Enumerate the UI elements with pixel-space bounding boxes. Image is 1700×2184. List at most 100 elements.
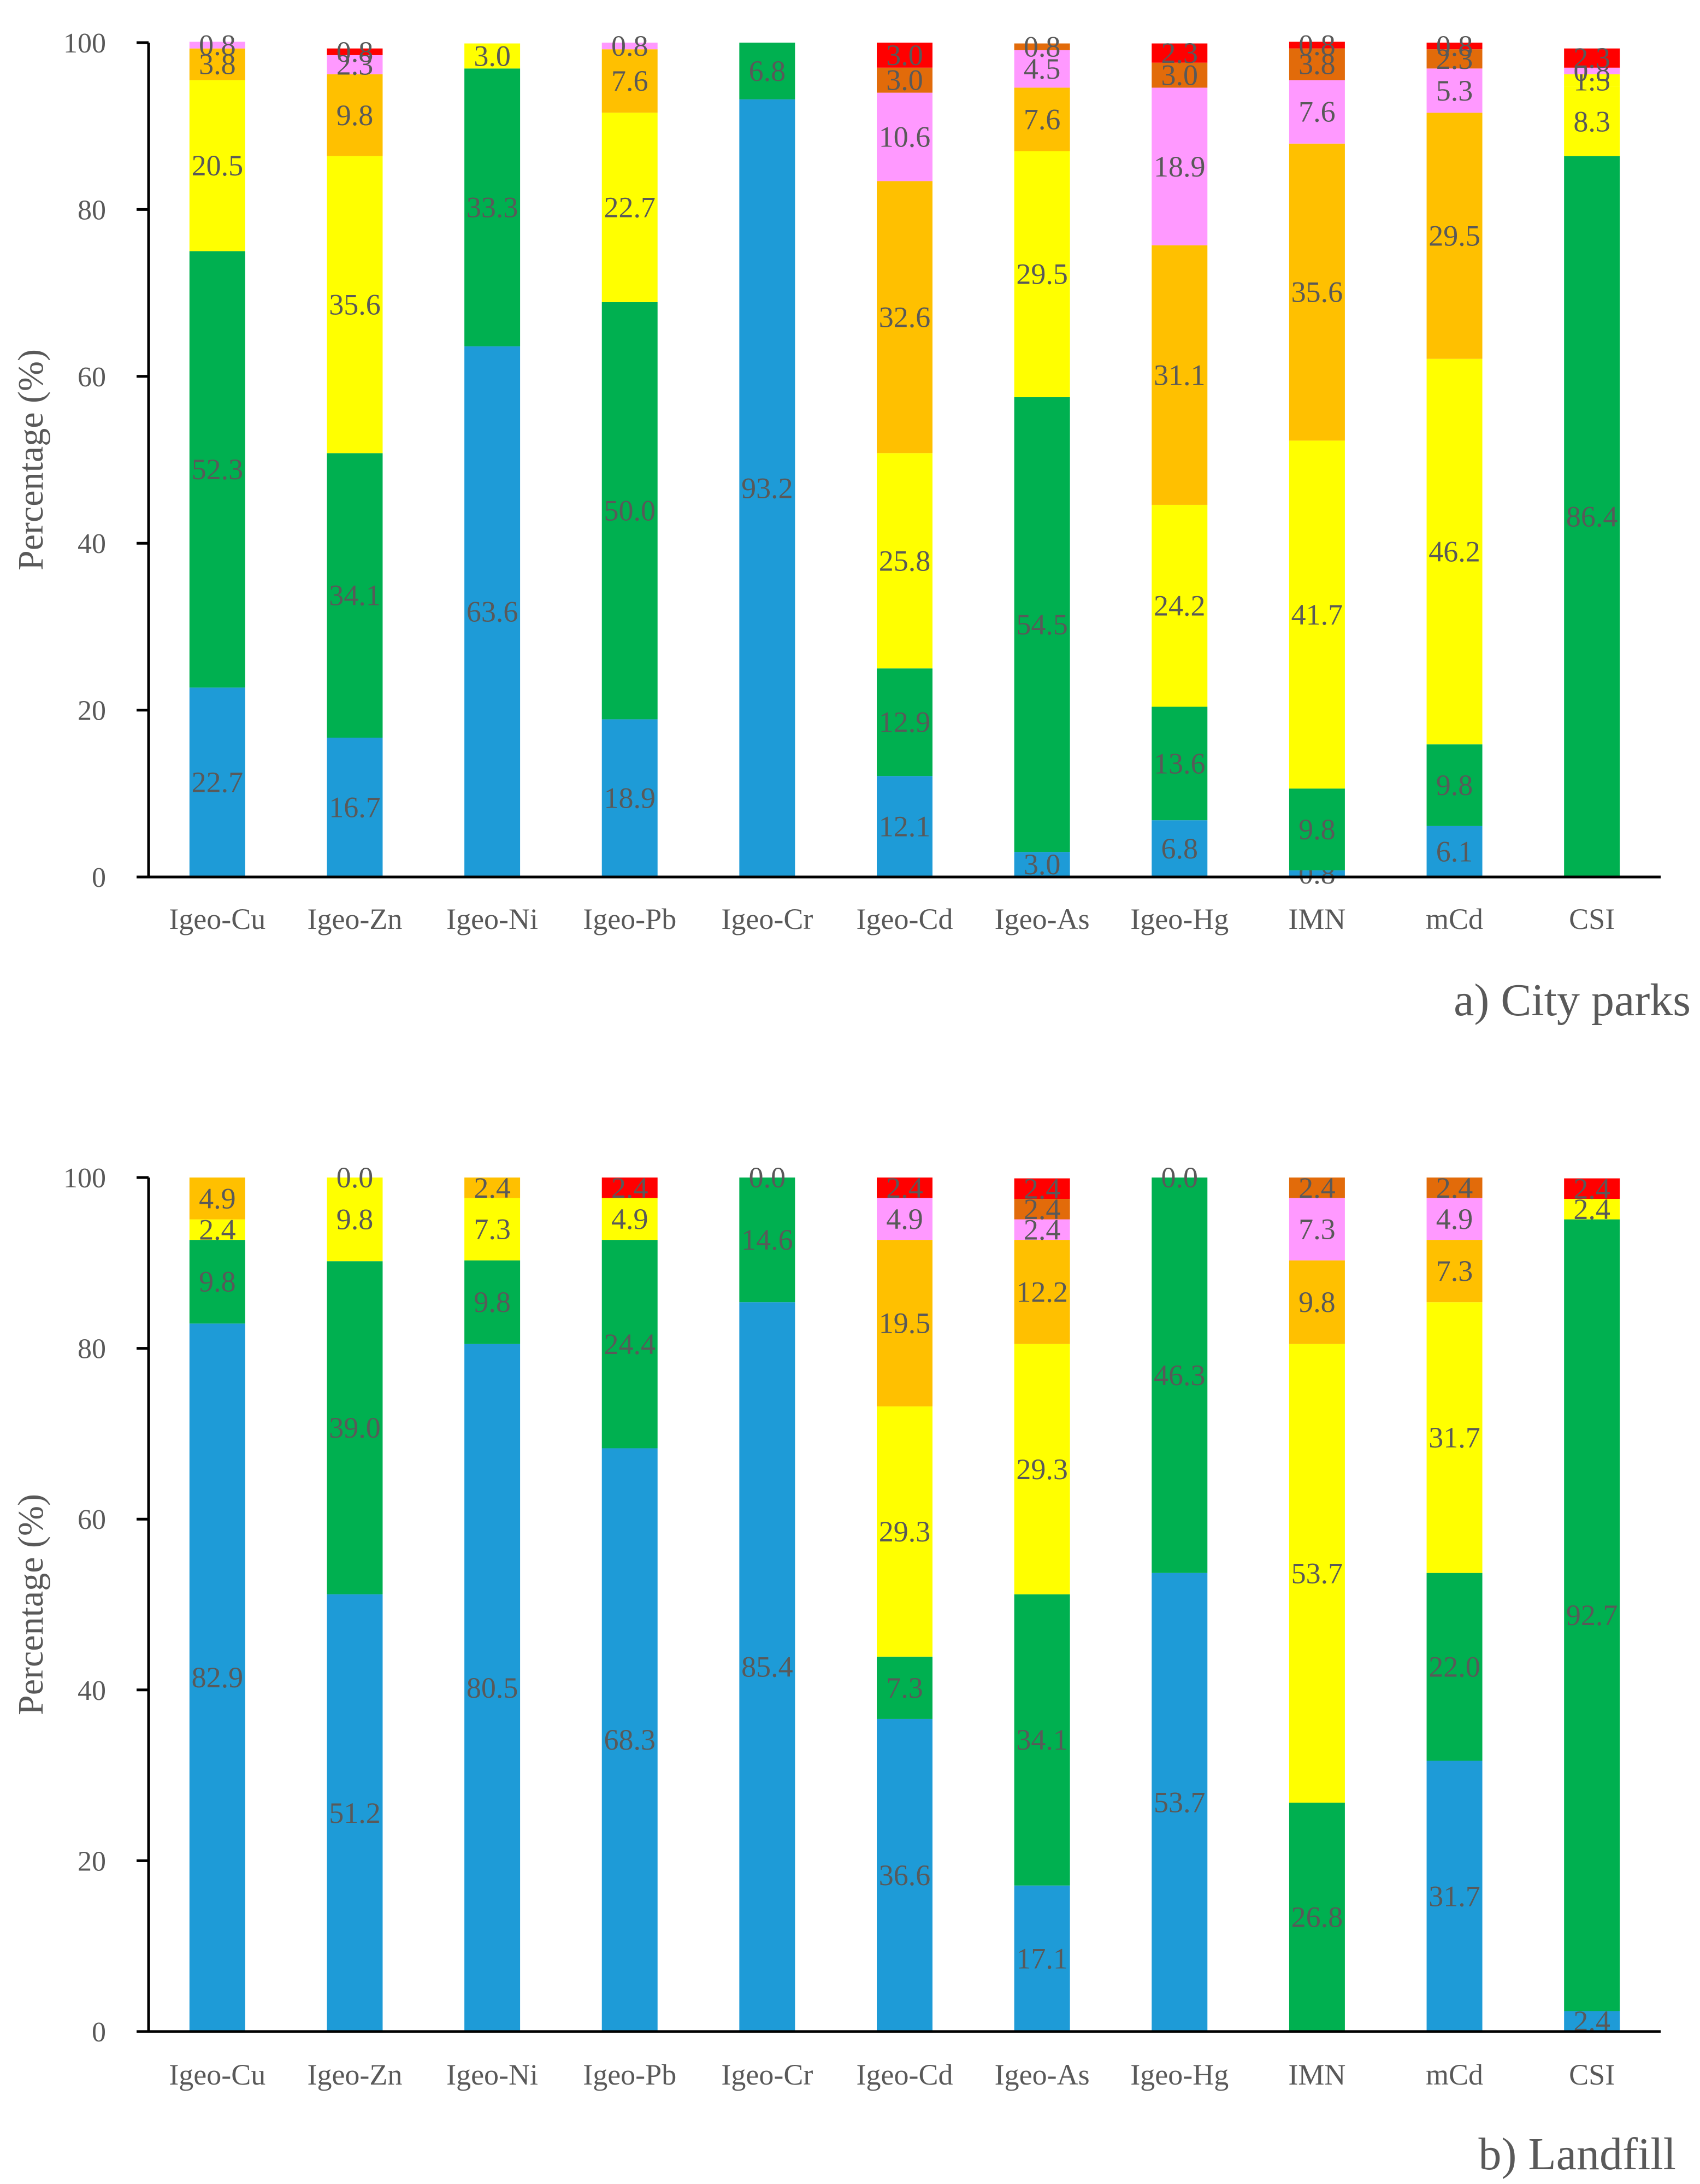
data-label: 34.1 — [329, 579, 381, 612]
data-label: 50.0 — [604, 495, 656, 527]
bar-segment — [1564, 1178, 1620, 1199]
data-label: 12.9 — [879, 706, 931, 739]
data-label: 24.2 — [1154, 590, 1206, 622]
bar-segment — [1014, 1594, 1070, 1886]
data-label: 18.9 — [604, 782, 656, 815]
bar-segment — [1014, 1199, 1070, 1220]
bar-segment — [1564, 74, 1620, 87]
city-parks-chart: 22.752.320.53.80.8Igeo-Cu16.734.135.69.8… — [11, 28, 1691, 1026]
data-label: 7.3 — [886, 1671, 923, 1704]
bar-segment — [1564, 86, 1620, 156]
category-label: Igeo-Cr — [721, 2058, 813, 2091]
bar-segment — [877, 668, 932, 776]
data-label: 4.9 — [1436, 1203, 1473, 1235]
data-label: 18.9 — [1154, 150, 1206, 183]
y-tick-label: 40 — [78, 1675, 106, 1706]
bar-segment — [189, 42, 245, 49]
bar-segment — [1564, 156, 1620, 877]
y-tick-label: 0 — [92, 862, 106, 893]
data-label: 2.3 — [1161, 37, 1199, 69]
bar-segment — [1426, 1761, 1483, 2032]
y-tick-label: 40 — [78, 528, 106, 560]
data-label: 52.3 — [192, 453, 244, 486]
category-label: Igeo-Cd — [857, 903, 953, 935]
data-label: 51.2 — [329, 1797, 381, 1829]
data-label: 54.5 — [1016, 608, 1068, 641]
bar-segment — [601, 1240, 658, 1449]
bar-segment — [327, 156, 383, 454]
data-label: 53.7 — [1291, 1557, 1343, 1590]
bar-segment — [464, 346, 521, 877]
bar-segment — [189, 687, 245, 877]
y-tick-label: 60 — [78, 1504, 106, 1535]
data-label: 3.0 — [886, 39, 923, 72]
data-label: 31.1 — [1154, 359, 1206, 392]
data-label: 9.8 — [199, 1265, 236, 1298]
data-label: 25.8 — [879, 544, 931, 577]
bar-segment — [1289, 1260, 1345, 1344]
bar-segment — [1289, 42, 1345, 49]
data-label: 2.4 — [474, 1172, 511, 1204]
y-tick-label: 0 — [92, 2017, 106, 2048]
bar-segment — [1014, 1178, 1070, 1199]
data-label: 22.0 — [1429, 1651, 1480, 1683]
bar-segment — [601, 43, 658, 50]
data-label: 36.6 — [879, 1859, 931, 1892]
data-label: 4.9 — [199, 1182, 236, 1215]
data-label: 0.8 — [1436, 30, 1473, 62]
bar-segment — [327, 1178, 383, 1262]
bar-segment — [1152, 820, 1208, 877]
bar-segment — [877, 776, 932, 877]
category-label: Igeo-Hg — [1130, 2058, 1229, 2091]
bar-segment — [1152, 62, 1208, 88]
bar-segment — [327, 48, 383, 55]
bar-segment — [877, 1198, 932, 1240]
bar-segment — [877, 1178, 932, 1198]
bar-segment — [1564, 1199, 1620, 1220]
data-label: 29.5 — [1429, 220, 1480, 252]
bar-segment — [1014, 50, 1070, 88]
data-label: 9.8 — [337, 1203, 374, 1236]
bar-segment — [1289, 1344, 1345, 1803]
data-label: 4.9 — [611, 1203, 648, 1235]
data-label: 7.3 — [474, 1213, 511, 1246]
bar-segment — [877, 1406, 932, 1657]
data-label: 5.3 — [1436, 74, 1473, 107]
bar-segment — [189, 251, 245, 688]
y-tick-label: 80 — [78, 195, 106, 226]
bar-segment — [1564, 67, 1620, 75]
bar-segment — [877, 1718, 932, 2032]
data-label: 29.3 — [1016, 1453, 1068, 1486]
bar-segment — [464, 1344, 521, 2032]
bar-segment — [1426, 49, 1483, 69]
bar-segment — [1426, 1178, 1483, 1198]
bar-segment — [877, 43, 932, 68]
bar-segment — [1014, 397, 1070, 852]
data-label: 24.4 — [604, 1328, 656, 1361]
data-label: 31.7 — [1429, 1880, 1480, 1912]
bar-segment — [1426, 1198, 1483, 1240]
data-label: 2.4 — [886, 1172, 923, 1204]
data-label: 3.0 — [1024, 848, 1061, 881]
bar-segment — [1289, 788, 1345, 870]
data-label: 0.0 — [337, 1161, 374, 1194]
bar-segment — [877, 92, 932, 181]
bar-segment — [189, 1240, 245, 1324]
bar-segment — [1014, 852, 1070, 877]
bar-segment — [1564, 1219, 1620, 2011]
bar-segment — [1564, 2011, 1620, 2032]
data-label: 13.6 — [1154, 747, 1206, 780]
bar-segment — [1289, 143, 1345, 441]
y-tick-label: 60 — [78, 362, 106, 393]
bar-segment — [1426, 113, 1483, 359]
data-label: 3.0 — [474, 39, 511, 72]
data-label: 14.6 — [741, 1223, 793, 1256]
bar-segment — [1014, 1344, 1070, 1594]
data-label: 32.6 — [879, 301, 931, 333]
category-label: Igeo-Cd — [857, 2058, 953, 2091]
data-label: 33.3 — [467, 191, 518, 224]
bar-segment — [327, 55, 383, 75]
category-label: Igeo-Pb — [583, 903, 676, 935]
data-label: 6.8 — [749, 55, 786, 87]
